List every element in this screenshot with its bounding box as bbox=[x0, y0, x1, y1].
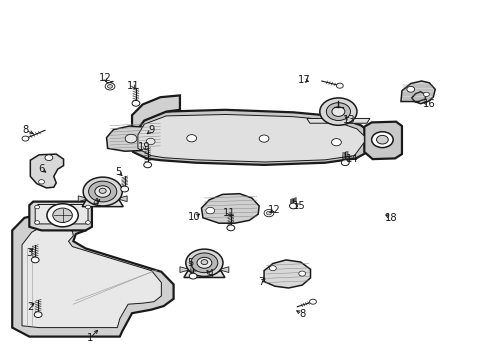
Text: 13: 13 bbox=[343, 114, 355, 125]
Text: 17: 17 bbox=[297, 75, 310, 85]
Text: 15: 15 bbox=[292, 201, 305, 211]
Circle shape bbox=[423, 92, 428, 96]
Circle shape bbox=[266, 211, 271, 215]
Polygon shape bbox=[30, 154, 63, 188]
Circle shape bbox=[95, 186, 110, 197]
Polygon shape bbox=[180, 267, 190, 273]
Circle shape bbox=[269, 266, 276, 271]
Circle shape bbox=[201, 260, 207, 265]
Polygon shape bbox=[35, 204, 88, 224]
Circle shape bbox=[264, 210, 273, 217]
Text: 6: 6 bbox=[38, 164, 45, 174]
Circle shape bbox=[35, 221, 40, 224]
Circle shape bbox=[107, 85, 112, 88]
Circle shape bbox=[226, 225, 234, 231]
Text: 4: 4 bbox=[207, 269, 213, 279]
Text: 10: 10 bbox=[188, 212, 201, 222]
Polygon shape bbox=[183, 271, 224, 278]
Circle shape bbox=[83, 177, 122, 206]
Text: 2: 2 bbox=[27, 302, 34, 312]
Circle shape bbox=[191, 253, 217, 273]
Circle shape bbox=[376, 135, 387, 144]
Circle shape bbox=[189, 273, 197, 279]
Polygon shape bbox=[82, 200, 123, 207]
Circle shape bbox=[85, 221, 90, 224]
Circle shape bbox=[309, 299, 316, 304]
Circle shape bbox=[85, 205, 90, 209]
Circle shape bbox=[132, 100, 140, 106]
Circle shape bbox=[121, 186, 128, 192]
Text: 12: 12 bbox=[267, 204, 280, 215]
Text: 8: 8 bbox=[22, 125, 28, 135]
Circle shape bbox=[341, 160, 348, 166]
Text: 5: 5 bbox=[115, 167, 122, 177]
Text: 12: 12 bbox=[99, 73, 111, 84]
Circle shape bbox=[39, 180, 44, 184]
Text: 18: 18 bbox=[384, 213, 397, 223]
Text: 16: 16 bbox=[422, 99, 435, 109]
Polygon shape bbox=[306, 118, 369, 123]
Circle shape bbox=[185, 249, 223, 276]
Circle shape bbox=[143, 162, 151, 168]
Text: 4: 4 bbox=[92, 198, 98, 208]
Circle shape bbox=[205, 207, 214, 214]
Polygon shape bbox=[22, 227, 161, 328]
Circle shape bbox=[47, 204, 78, 227]
Circle shape bbox=[34, 312, 42, 318]
Circle shape bbox=[331, 107, 344, 116]
Polygon shape bbox=[364, 122, 401, 159]
Text: 11: 11 bbox=[126, 81, 139, 91]
Circle shape bbox=[289, 203, 297, 209]
Polygon shape bbox=[29, 202, 92, 230]
Text: 1: 1 bbox=[87, 333, 94, 343]
Text: 11: 11 bbox=[222, 208, 235, 218]
Polygon shape bbox=[218, 267, 228, 273]
Polygon shape bbox=[132, 110, 372, 165]
Polygon shape bbox=[201, 194, 259, 223]
Polygon shape bbox=[106, 126, 162, 151]
Circle shape bbox=[146, 138, 155, 145]
Polygon shape bbox=[132, 95, 180, 137]
Text: 9: 9 bbox=[148, 125, 155, 135]
Circle shape bbox=[197, 257, 211, 268]
Circle shape bbox=[125, 134, 137, 143]
Circle shape bbox=[331, 139, 341, 146]
Text: 19: 19 bbox=[138, 142, 150, 152]
Circle shape bbox=[99, 188, 106, 193]
Polygon shape bbox=[264, 260, 310, 288]
Text: 3: 3 bbox=[26, 248, 32, 258]
Circle shape bbox=[35, 205, 40, 209]
Circle shape bbox=[406, 86, 414, 92]
Circle shape bbox=[186, 135, 196, 142]
Polygon shape bbox=[78, 196, 88, 202]
Circle shape bbox=[325, 103, 350, 121]
Text: 7: 7 bbox=[258, 276, 264, 287]
Polygon shape bbox=[117, 196, 127, 202]
Circle shape bbox=[298, 271, 305, 276]
Circle shape bbox=[106, 84, 114, 89]
Text: 14: 14 bbox=[345, 154, 358, 164]
Polygon shape bbox=[12, 214, 173, 337]
Polygon shape bbox=[138, 114, 364, 162]
Text: 5: 5 bbox=[187, 258, 194, 268]
Circle shape bbox=[53, 208, 72, 222]
Circle shape bbox=[336, 83, 343, 88]
Text: 8: 8 bbox=[299, 309, 305, 319]
Circle shape bbox=[259, 135, 268, 142]
Circle shape bbox=[31, 257, 39, 263]
Circle shape bbox=[45, 155, 53, 161]
Circle shape bbox=[371, 132, 392, 148]
Circle shape bbox=[22, 136, 29, 141]
Circle shape bbox=[88, 181, 117, 202]
Circle shape bbox=[105, 83, 115, 90]
Polygon shape bbox=[400, 81, 434, 104]
Circle shape bbox=[319, 98, 356, 125]
